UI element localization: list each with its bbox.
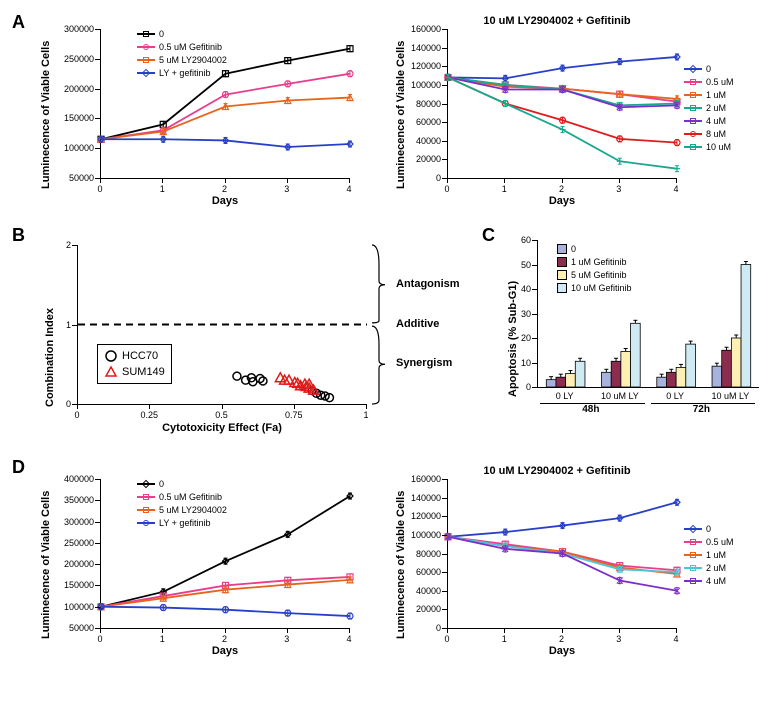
- panel-d-left-chart: Luminecence of Viable Cells Days 00.5 uM…: [32, 467, 362, 667]
- panel-b-chart: Combination Index Cytotoxicity Effect (F…: [32, 237, 462, 447]
- d-right-plot: [447, 479, 677, 629]
- a-right-plot: [447, 29, 677, 179]
- a-right-title: 10 uM LY2904002 + Gefitinib: [483, 15, 630, 27]
- panel-d-right-chart: 10 uM LY2904002 + Gefitinib Luminecence …: [387, 467, 757, 667]
- a-left-legend: 00.5 uM Gefitinib5 uM LY2904002LY + gefi…: [137, 27, 227, 79]
- d-right-xlabel: Days: [549, 645, 575, 657]
- panel-a-label: A: [12, 12, 25, 33]
- a-right-legend: 00.5 uM1 uM2 uM4 uM8 uM10 uM: [684, 62, 734, 153]
- d-right-legend: 00.5 uM1 uM2 uM4 uM: [684, 522, 734, 587]
- d-left-xlabel: Days: [212, 645, 238, 657]
- c-legend: 01 uM Gefitinib5 uM Gefitinib10 uM Gefit…: [557, 242, 632, 294]
- panel-d-label: D: [12, 457, 25, 478]
- a-left-xlabel: Days: [212, 195, 238, 207]
- panel-a-left-chart: Luminecence of Viable Cells Days 00.5 uM…: [32, 17, 362, 217]
- panel-c-label: C: [482, 225, 495, 246]
- d-right-title: 10 uM LY2904002 + Gefitinib: [483, 465, 630, 477]
- d-left-legend: 00.5 uM Gefitinib5 uM LY2904002LY + gefi…: [137, 477, 227, 529]
- panel-b-label: B: [12, 225, 25, 246]
- figure: A B C D Luminecence of Viable Cells Days…: [12, 12, 766, 712]
- panel-a-right-chart: 10 uM LY2904002 + Gefitinib Luminecence …: [387, 17, 757, 217]
- a-right-xlabel: Days: [549, 195, 575, 207]
- b-xlabel: Cytotoxicity Effect (Fa): [162, 422, 282, 434]
- panel-c-chart: Apoptosis (% Sub-G1) 01 uM Gefitinib5 uM…: [502, 232, 772, 442]
